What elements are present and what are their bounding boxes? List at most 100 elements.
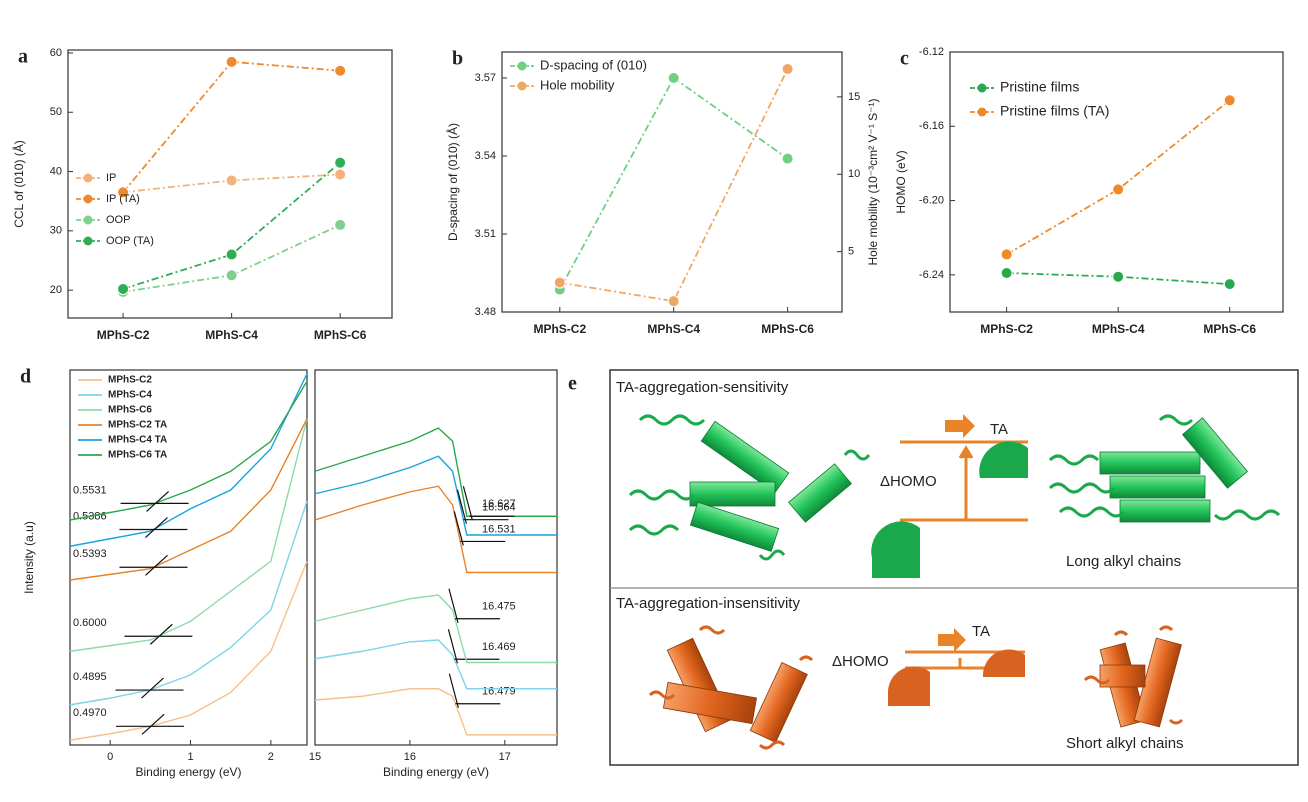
marker <box>781 63 794 76</box>
spectrum <box>69 418 308 581</box>
y-tick-label: 30 <box>50 225 62 237</box>
x-tick-label: 16 <box>404 751 416 763</box>
y-axis-label: Intensity (a.u) <box>22 521 36 594</box>
marker <box>334 218 347 231</box>
x-tick-label: MPhS-C6 <box>761 322 814 336</box>
series-line <box>122 60 341 193</box>
onset-label: 0.5393 <box>73 548 107 560</box>
energy-diagram-bottom <box>887 628 1025 706</box>
legend-label: D-spacing of (010) <box>540 57 647 72</box>
spectrum <box>69 418 308 652</box>
plot-frame <box>67 49 393 319</box>
marker <box>553 276 566 289</box>
spectrum <box>314 485 557 574</box>
y-tick-label: -6.16 <box>919 120 944 132</box>
spectrum <box>69 373 308 547</box>
onset-label: 0.4970 <box>73 707 107 719</box>
plot-frame <box>501 51 843 313</box>
legend-marker <box>977 107 987 117</box>
marker <box>1000 248 1013 261</box>
x-tick-label: MPhS-C2 <box>980 322 1033 336</box>
spectrum <box>69 501 308 706</box>
x-tick-label: 2 <box>268 751 274 763</box>
marker <box>1223 278 1236 291</box>
y-tick-label: -6.20 <box>919 194 944 206</box>
delta-label: ΔHOMO <box>832 653 889 670</box>
legend-label: MPhS-C2 TA <box>108 420 167 431</box>
spectrum <box>314 688 557 736</box>
spectrum <box>314 639 557 690</box>
legend-label: MPhS-C6 TA <box>108 450 167 461</box>
x-tick-label: MPhS-C6 <box>314 328 367 342</box>
legend-label: IP <box>106 172 116 184</box>
plot-frame <box>314 369 558 746</box>
onset-tangent <box>448 588 459 623</box>
legend-label: OOP (TA) <box>106 235 154 247</box>
marker <box>1223 94 1236 107</box>
legend-marker <box>83 215 93 225</box>
y2-tick-label: 5 <box>848 246 854 258</box>
x-axis-label: Binding energy (eV) <box>383 765 489 779</box>
onset-label: 16.531 <box>482 523 516 535</box>
series-line <box>1006 99 1231 256</box>
legend-label: Pristine films (TA) <box>1000 103 1109 119</box>
marker <box>225 248 238 261</box>
panel-label: d <box>20 366 31 388</box>
x-tick-label: MPhS-C2 <box>97 328 150 342</box>
marker <box>1000 267 1013 279</box>
spectrum <box>69 380 308 521</box>
marker <box>117 282 130 295</box>
series-line <box>559 68 789 303</box>
marker <box>781 152 794 165</box>
marker <box>225 174 238 187</box>
energy-diagram-top <box>871 414 1028 578</box>
onset-label: 16.469 <box>482 641 516 653</box>
delta-label: ΔHOMO <box>880 473 937 490</box>
spectrum <box>314 455 557 536</box>
onset-tangent <box>448 673 459 708</box>
legend-marker <box>517 61 527 71</box>
green-molecule <box>628 414 871 561</box>
onset-tangent <box>456 489 468 524</box>
y-tick-label: 20 <box>50 284 62 296</box>
y-axis-label: CCL of (010) (Å) <box>11 140 26 228</box>
spectrum <box>69 560 308 741</box>
legend-label: Hole mobility <box>540 77 615 92</box>
marker <box>1112 183 1125 196</box>
panel-label: b <box>452 48 463 70</box>
y2-axis-label: Hole mobility (10⁻³cm² V⁻¹ S⁻¹) <box>866 98 880 265</box>
y-tick-label: 3.57 <box>475 72 496 84</box>
caption: Long alkyl chains <box>1066 553 1181 570</box>
panel-e: e TA-aggregation-sensitivity TA-aggregat… <box>568 369 1299 766</box>
marker <box>225 55 238 68</box>
onset-tangent <box>146 490 170 512</box>
y2-tick-label: 15 <box>848 91 860 103</box>
x-tick-label: 17 <box>499 751 511 763</box>
marker <box>334 156 347 169</box>
section-title: TA-aggregation-sensitivity <box>616 379 789 396</box>
y2-tick-label: 10 <box>848 168 860 180</box>
series-line <box>559 76 789 291</box>
y-tick-label: 3.54 <box>475 150 496 162</box>
onset-tangent <box>145 517 168 538</box>
onset-tangent <box>141 713 165 735</box>
legend-marker <box>83 236 93 246</box>
marker <box>334 168 347 181</box>
x-axis-label: Binding energy (eV) <box>135 765 241 779</box>
y-axis-label: D-spacing of (010) (Å) <box>445 123 460 241</box>
spectrum <box>314 427 557 517</box>
x-tick-label: 0 <box>107 751 113 763</box>
section-title: TA-aggregation-insensitivity <box>616 595 800 612</box>
panel-label: c <box>900 48 909 70</box>
legend-label: MPhS-C6 <box>108 405 152 416</box>
y-tick-label: 3.48 <box>475 306 496 318</box>
legend-marker <box>517 81 527 91</box>
onset-tangent <box>447 629 458 664</box>
legend-label: MPhS-C2 <box>108 375 152 386</box>
onset-label: 16.564 <box>482 502 516 514</box>
onset-tangent <box>141 677 164 699</box>
marker <box>667 72 680 84</box>
y-tick-label: -6.24 <box>919 269 944 281</box>
legend-label: MPhS-C4 TA <box>108 435 167 446</box>
